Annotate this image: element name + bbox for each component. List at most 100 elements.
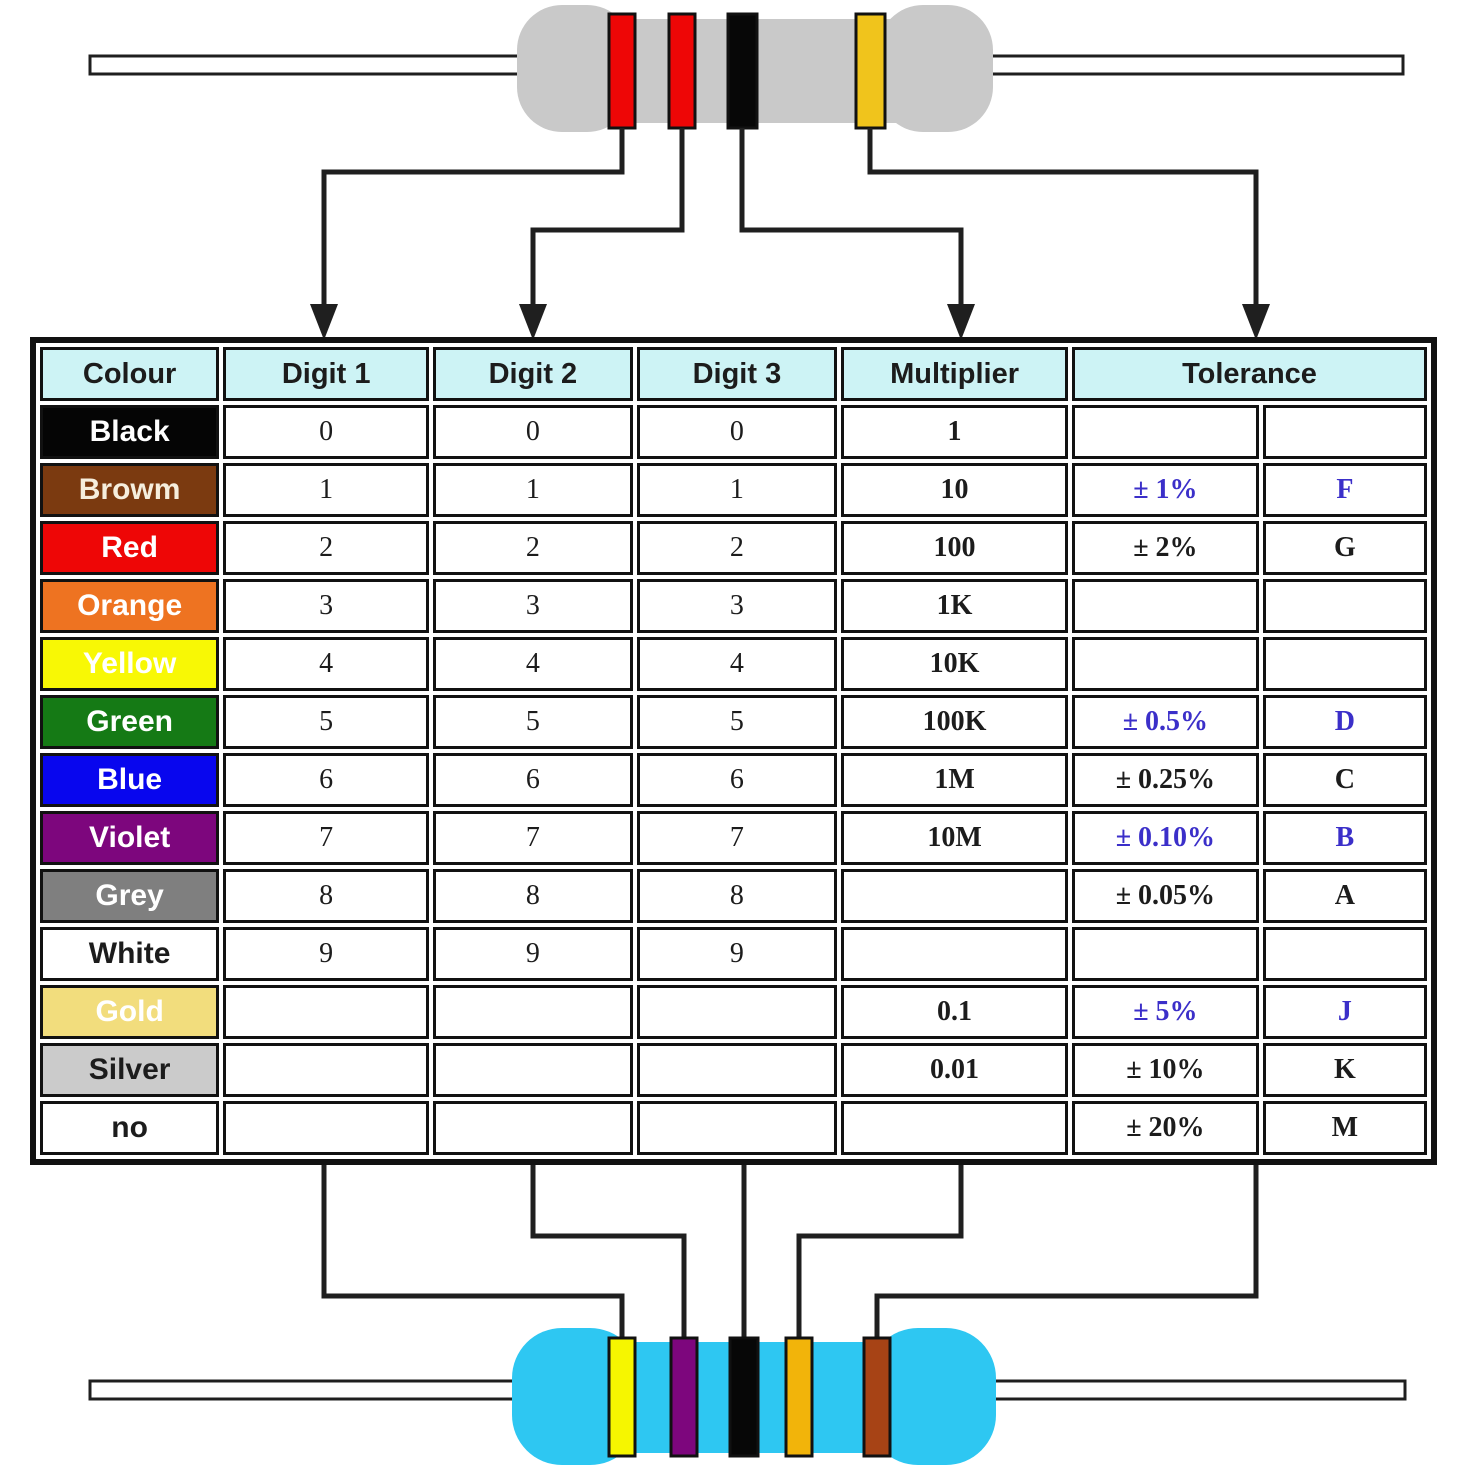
digit3-cell: 9 <box>636 927 838 981</box>
connector-bottom-tolerance <box>874 1164 1259 1345</box>
tolerance-code-cell <box>1262 927 1427 981</box>
tolerance-cell: ± 0.5% <box>1072 695 1259 749</box>
header-multiplier: Multiplier <box>841 347 1069 401</box>
tolerance-code-cell: J <box>1262 985 1427 1039</box>
digit3-cell: 6 <box>636 753 838 807</box>
digit1-cell: 4 <box>223 637 430 691</box>
digit1-cell: 7 <box>223 811 430 865</box>
digit3-cell <box>636 1043 838 1097</box>
multiplier-cell: 1M <box>841 753 1069 807</box>
colour-swatch: Browm <box>40 463 220 517</box>
tolerance-cell <box>1072 637 1259 691</box>
digit1-cell: 8 <box>223 869 430 923</box>
tolerance-cell: ± 2% <box>1072 521 1259 575</box>
bottom-resistor-lead-left <box>88 1379 522 1401</box>
tolerance-code-cell <box>1262 579 1427 633</box>
tolerance-cell: ± 0.10% <box>1072 811 1259 865</box>
digit2-cell: 4 <box>433 637 633 691</box>
digit2-cell: 0 <box>433 405 633 459</box>
tolerance-code-cell: F <box>1262 463 1427 517</box>
arrowhead-down-multiplier <box>947 304 975 340</box>
multiplier-cell: 100K <box>841 695 1069 749</box>
table-row: Silver 0.01 ± 10% K <box>40 1043 1427 1097</box>
colour-swatch: Violet <box>40 811 220 865</box>
multiplier-cell: 10M <box>841 811 1069 865</box>
multiplier-cell: 1 <box>841 405 1069 459</box>
digit2-cell <box>433 1043 633 1097</box>
digit3-cell: 8 <box>636 869 838 923</box>
color-table-body: Colour Digit 1 Digit 2 Digit 3 Multiplie… <box>40 347 1427 1155</box>
top-arrowheads <box>310 304 1270 340</box>
arrowhead-down-digit2 <box>519 304 547 340</box>
colour-swatch: Red <box>40 521 220 575</box>
multiplier-cell: 0.1 <box>841 985 1069 1039</box>
tolerance-cell: ± 5% <box>1072 985 1259 1039</box>
connector-bottom-digit2 <box>530 1164 687 1345</box>
bottom-band-violet <box>669 1336 699 1458</box>
bottom-band-brown <box>862 1336 892 1458</box>
table-row: Black 0 0 0 1 <box>40 405 1427 459</box>
tolerance-code-cell: A <box>1262 869 1427 923</box>
bottom-resistor <box>88 1328 1407 1465</box>
table-row: Gold 0.1 ± 5% J <box>40 985 1427 1039</box>
colour-swatch: Orange <box>40 579 220 633</box>
top-band-red-1 <box>607 12 637 130</box>
tolerance-code-cell: C <box>1262 753 1427 807</box>
bottom-band-gold <box>784 1336 814 1458</box>
tolerance-cell: ± 10% <box>1072 1043 1259 1097</box>
tolerance-cell <box>1072 405 1259 459</box>
tolerance-cell: ± 0.25% <box>1072 753 1259 807</box>
digit1-cell: 1 <box>223 463 430 517</box>
top-resistor-lead-left <box>88 54 524 76</box>
digit2-cell: 6 <box>433 753 633 807</box>
digit1-cell: 5 <box>223 695 430 749</box>
tolerance-code-cell <box>1262 405 1427 459</box>
colour-swatch: Yellow <box>40 637 220 691</box>
top-band-gold <box>854 12 887 130</box>
digit3-cell <box>636 985 838 1039</box>
bottom-band-black <box>728 1336 760 1458</box>
bottom-connectors <box>321 1164 1259 1345</box>
digit1-cell: 9 <box>223 927 430 981</box>
multiplier-cell: 100 <box>841 521 1069 575</box>
top-connectors <box>321 128 1259 308</box>
connector-bottom-digit1 <box>321 1164 625 1345</box>
header-colour: Colour <box>40 347 220 401</box>
digit2-cell: 8 <box>433 869 633 923</box>
multiplier-cell: 10K <box>841 637 1069 691</box>
tolerance-code-cell: G <box>1262 521 1427 575</box>
digit3-cell: 7 <box>636 811 838 865</box>
tolerance-cell: ± 0.05% <box>1072 869 1259 923</box>
digit2-cell: 2 <box>433 521 633 575</box>
colour-swatch: Green <box>40 695 220 749</box>
table-row: Grey 8 8 8 ± 0.05% A <box>40 869 1427 923</box>
header-tolerance: Tolerance <box>1072 347 1427 401</box>
bottom-band-yellow <box>607 1336 637 1458</box>
tolerance-code-cell: D <box>1262 695 1427 749</box>
digit3-cell: 5 <box>636 695 838 749</box>
top-resistor-lead-right <box>983 54 1405 76</box>
table-row: Green 5 5 5 100K ± 0.5% D <box>40 695 1427 749</box>
digit2-cell: 7 <box>433 811 633 865</box>
digit3-cell: 2 <box>636 521 838 575</box>
table-row: Browm 1 1 1 10 ± 1% F <box>40 463 1427 517</box>
tolerance-code-cell: M <box>1262 1101 1427 1155</box>
digit2-cell: 9 <box>433 927 633 981</box>
connector-top-multiplier <box>739 128 964 308</box>
multiplier-cell: 1K <box>841 579 1069 633</box>
arrowhead-down-tolerance <box>1242 304 1270 340</box>
top-band-red-2 <box>667 12 697 130</box>
top-resistor <box>88 5 1405 132</box>
multiplier-cell <box>841 1101 1069 1155</box>
connector-bottom-multiplier <box>796 1164 964 1345</box>
digit1-cell: 6 <box>223 753 430 807</box>
tolerance-code-cell: B <box>1262 811 1427 865</box>
bottom-resistor-lead-right <box>983 1379 1407 1401</box>
digit1-cell <box>223 985 430 1039</box>
tolerance-cell: ± 20% <box>1072 1101 1259 1155</box>
digit3-cell: 1 <box>636 463 838 517</box>
digit2-cell: 3 <box>433 579 633 633</box>
tolerance-cell <box>1072 927 1259 981</box>
header-digit3: Digit 3 <box>636 347 838 401</box>
